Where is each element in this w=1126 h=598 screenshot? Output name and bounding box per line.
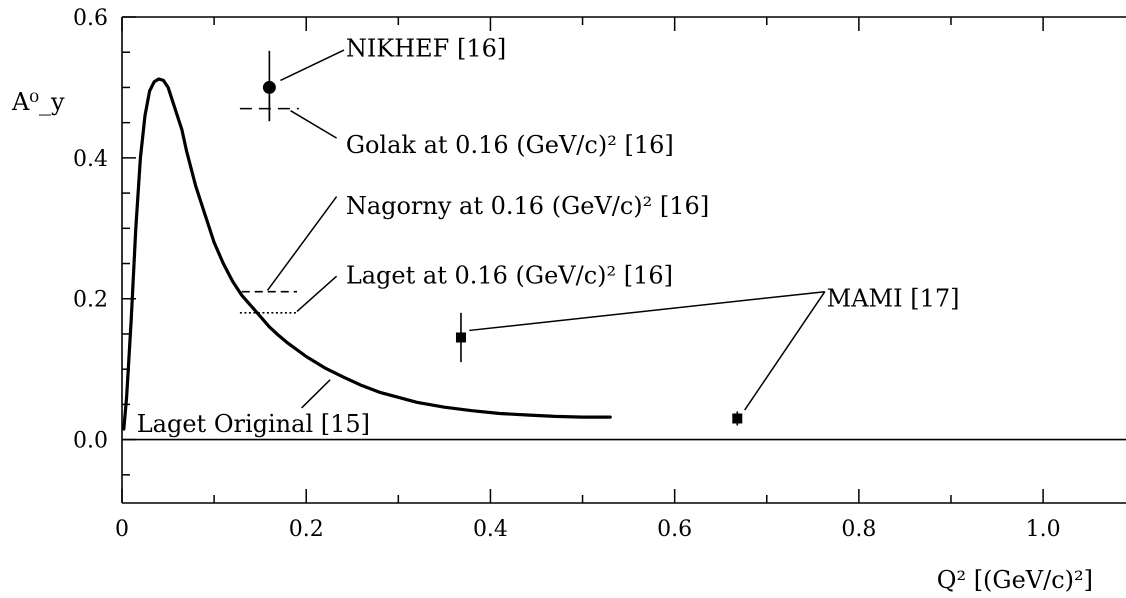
annotation-label: Nagorny at 0.16 (GeV/c)² [16] <box>346 192 709 220</box>
x-tick-label: 0 <box>115 517 129 542</box>
leader-line <box>290 110 338 139</box>
y-tick-label: 0.0 <box>73 429 108 454</box>
annotation-label: NIKHEF [16] <box>346 35 506 63</box>
laget-original-curve <box>122 77 612 431</box>
mami-data-point <box>455 332 466 343</box>
y-axis-title: A⁰_y <box>11 88 65 116</box>
x-tick-label: 0.6 <box>657 517 692 542</box>
x-axis-title: Q² [(GeV/c)²] <box>937 566 1093 594</box>
plot-frame <box>121 16 1126 504</box>
x-tick-label: 0.8 <box>841 517 876 542</box>
y-tick-label: 0.6 <box>73 6 108 31</box>
annotation-layer: NIKHEF [16] Golak at 0.16 (GeV/c)² [16] Na… <box>137 35 960 438</box>
x-ticks: 0 0.2 0.4 0.6 0.8 1.0 <box>115 17 1061 542</box>
y-tick-label: 0.4 <box>73 147 108 172</box>
leader-line <box>296 275 338 312</box>
leader-line <box>469 290 825 332</box>
leader-line <box>266 196 338 291</box>
nikhef-data-point <box>262 80 276 94</box>
x-tick-label: 1.0 <box>1026 517 1061 542</box>
x-tick-label: 0.4 <box>473 517 508 542</box>
annotation-label: Golak at 0.16 (GeV/c)² [16] <box>346 131 674 159</box>
leader-line <box>744 291 826 411</box>
y-tick-label: 0.2 <box>73 288 108 313</box>
annotation-label: Laget Original [15] <box>137 410 370 438</box>
y-ticks: 0.0 0.2 0.4 0.6 <box>73 6 136 476</box>
leader-line <box>301 379 331 409</box>
x-tick-label: 0.2 <box>289 517 324 542</box>
annotation-label: MAMI [17] <box>827 285 960 313</box>
leader-line <box>280 49 345 82</box>
annotation-label: Laget at 0.16 (GeV/c)² [16] <box>346 261 673 289</box>
mami-data-point <box>732 413 743 424</box>
series-layer <box>122 50 743 431</box>
